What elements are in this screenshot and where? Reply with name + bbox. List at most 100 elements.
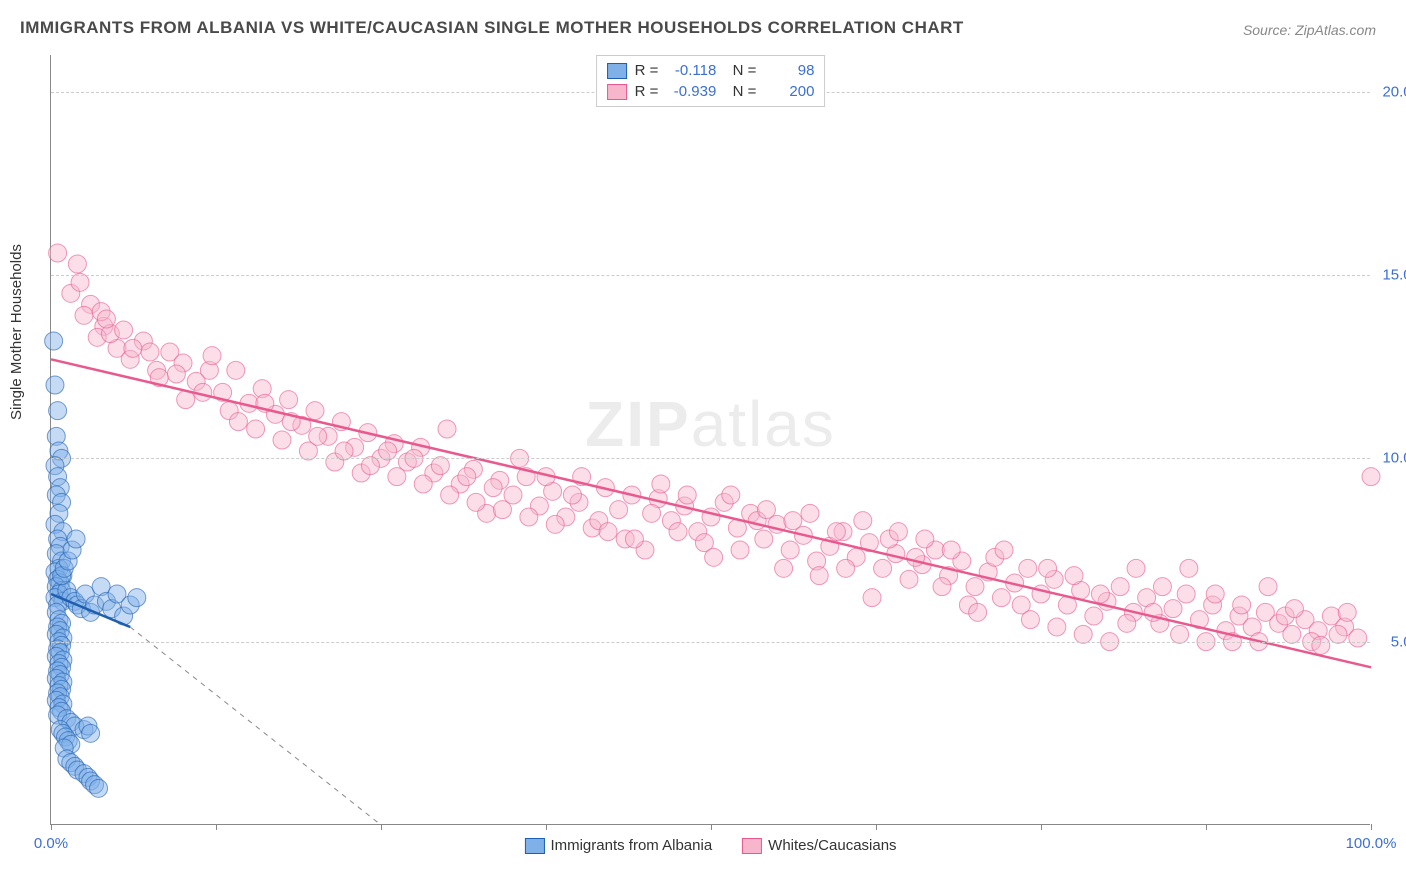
- legend-n-value: 200: [764, 83, 814, 100]
- data-point: [68, 255, 86, 273]
- data-point: [810, 567, 828, 585]
- scatter-plot: [51, 55, 1370, 824]
- legend-stats-row: R = -0.939 N = 200: [607, 81, 815, 102]
- data-point: [1171, 625, 1189, 643]
- chart-area: ZIPatlas R = -0.118 N = 98 R = -0.939 N …: [50, 55, 1370, 825]
- data-point: [775, 559, 793, 577]
- data-point: [992, 589, 1010, 607]
- y-tick-label: 5.0%: [1391, 633, 1406, 650]
- data-point: [995, 541, 1013, 559]
- data-point: [1085, 607, 1103, 625]
- legend-n-label: N =: [724, 83, 756, 100]
- data-point: [379, 442, 397, 460]
- data-point: [1065, 567, 1083, 585]
- x-tick-label: 0.0%: [34, 835, 68, 852]
- data-point: [900, 570, 918, 588]
- data-point: [863, 589, 881, 607]
- data-point: [115, 321, 133, 339]
- gridline: [51, 458, 1370, 459]
- legend-swatch: [524, 838, 544, 854]
- data-point: [546, 515, 564, 533]
- data-point: [309, 427, 327, 445]
- x-tick: [216, 824, 217, 830]
- data-point: [46, 376, 64, 394]
- data-point: [625, 530, 643, 548]
- data-point: [49, 402, 67, 420]
- gridline: [51, 275, 1370, 276]
- y-tick-label: 15.0%: [1382, 267, 1406, 284]
- data-point: [1019, 559, 1037, 577]
- chart-title: IMMIGRANTS FROM ALBANIA VS WHITE/CAUCASI…: [20, 18, 964, 38]
- data-point: [227, 361, 245, 379]
- legend-n-value: 98: [764, 62, 814, 79]
- x-tick: [876, 824, 877, 830]
- legend-r-label: R =: [635, 62, 659, 79]
- data-point: [1329, 625, 1347, 643]
- data-point: [247, 420, 265, 438]
- data-point: [1349, 629, 1367, 647]
- data-point: [1111, 578, 1129, 596]
- legend-n-label: N =: [724, 62, 756, 79]
- data-point: [801, 504, 819, 522]
- data-point: [610, 501, 628, 519]
- data-point: [493, 501, 511, 519]
- data-point: [1177, 585, 1195, 603]
- data-point: [1127, 559, 1145, 577]
- legend-swatch: [742, 838, 762, 854]
- data-point: [916, 530, 934, 548]
- data-point: [755, 530, 773, 548]
- data-point: [1048, 618, 1066, 636]
- data-point: [1312, 636, 1330, 654]
- data-point: [1362, 468, 1380, 486]
- legend-item: Immigrants from Albania: [524, 837, 712, 854]
- data-point: [97, 310, 115, 328]
- data-point: [669, 523, 687, 541]
- data-point: [45, 332, 63, 350]
- data-point: [484, 479, 502, 497]
- data-point: [643, 504, 661, 522]
- data-point: [280, 391, 298, 409]
- data-point: [75, 306, 93, 324]
- data-point: [1164, 600, 1182, 618]
- data-point: [652, 475, 670, 493]
- data-point: [1285, 600, 1303, 618]
- source-label: Source: ZipAtlas.com: [1243, 22, 1376, 38]
- data-point: [441, 486, 459, 504]
- data-point: [141, 343, 159, 361]
- legend-label: Whites/Caucasians: [768, 837, 896, 854]
- data-point: [942, 541, 960, 559]
- x-tick: [1206, 824, 1207, 830]
- data-point: [563, 486, 581, 504]
- data-point: [731, 541, 749, 559]
- legend-stats: R = -0.118 N = 98 R = -0.939 N = 200: [596, 55, 826, 107]
- data-point: [1021, 611, 1039, 629]
- legend-label: Immigrants from Albania: [550, 837, 712, 854]
- data-point: [361, 457, 379, 475]
- y-axis-label: Single Mother Households: [8, 244, 25, 420]
- trend-extrapolation: [130, 627, 381, 825]
- data-point: [520, 508, 538, 526]
- data-point: [1233, 596, 1251, 614]
- data-point: [784, 512, 802, 530]
- data-point: [1259, 578, 1277, 596]
- x-tick: [1041, 824, 1042, 830]
- data-point: [889, 523, 907, 541]
- data-point: [1074, 625, 1092, 643]
- data-point: [678, 486, 696, 504]
- data-point: [203, 347, 221, 365]
- data-point: [705, 548, 723, 566]
- data-point: [90, 779, 108, 797]
- data-point: [837, 559, 855, 577]
- legend-r-value: -0.118: [666, 62, 716, 79]
- gridline: [51, 642, 1370, 643]
- data-point: [933, 578, 951, 596]
- x-tick: [1371, 824, 1372, 830]
- data-point: [128, 589, 146, 607]
- y-tick-label: 20.0%: [1382, 83, 1406, 100]
- data-point: [1206, 585, 1224, 603]
- legend-r-label: R =: [635, 83, 659, 100]
- data-point: [438, 420, 456, 438]
- data-point: [854, 512, 872, 530]
- data-point: [67, 530, 85, 548]
- data-point: [1153, 578, 1171, 596]
